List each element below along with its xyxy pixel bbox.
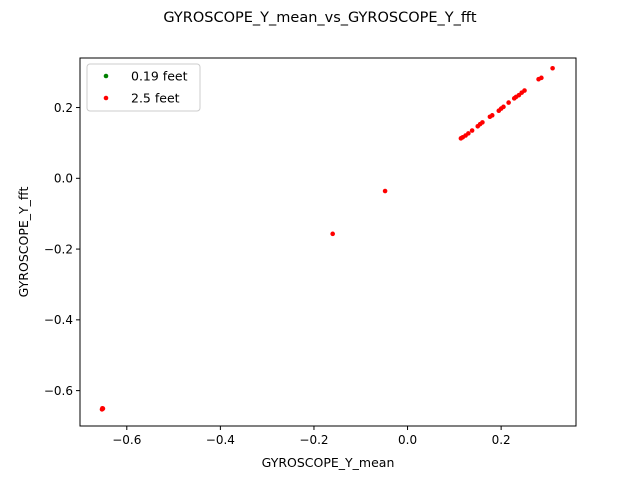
data-point-series-2-27 — [550, 65, 555, 71]
y-tick-label: −0.4 — [44, 313, 73, 327]
x-tick-label: 0.2 — [492, 433, 511, 447]
x-tick-label: 0.0 — [398, 433, 417, 447]
data-point-series-2-9 — [466, 131, 471, 136]
data-point-series-2-10 — [469, 128, 475, 133]
data-point-series-2-3 — [100, 406, 105, 411]
x-tick-label: −0.2 — [299, 433, 328, 447]
legend-marker-series-2 — [103, 95, 109, 101]
y-axis-label: GYROSCOPE_Y_fft — [16, 186, 31, 297]
x-axis-label: GYROSCOPE_Y_mean — [262, 455, 395, 470]
plot-area-frame — [79, 57, 577, 427]
legend-marker-series-1 — [103, 73, 109, 79]
y-tick-label: −0.2 — [44, 242, 73, 256]
legend-label-series-2: 2.5 feet — [131, 91, 180, 106]
data-point-series-2-19 — [506, 100, 511, 105]
data-point-series-2-4 — [330, 231, 335, 237]
x-tick-label: −0.4 — [206, 433, 235, 447]
legend: 0.19 feet 2.5 feet — [86, 63, 201, 112]
y-tick-label: 0.0 — [54, 172, 73, 186]
data-point-series-2-26 — [539, 75, 544, 81]
data-point-series-2-15 — [489, 113, 495, 118]
data-point-series-2-5 — [382, 188, 388, 194]
chart-title: GYROSCOPE_Y_mean_vs_GYROSCOPE_Y_fft — [163, 10, 476, 26]
data-point-series-2-13 — [480, 120, 485, 125]
legend-label-series-1: 0.19 feet — [131, 69, 188, 84]
x-tick-label: −0.6 — [112, 433, 141, 447]
y-axis-ticks: −0.6 −0.4 −0.2 0.0 0.2 — [44, 101, 80, 398]
x-axis-ticks: −0.6 −0.4 −0.2 0.0 0.2 — [112, 426, 511, 447]
y-tick-label: 0.2 — [54, 101, 73, 115]
data-point-series-2-18 — [501, 104, 506, 110]
y-tick-label: −0.6 — [44, 384, 73, 398]
legend-box — [86, 63, 201, 112]
data-points — [99, 65, 555, 412]
data-point-series-2-24 — [522, 88, 527, 93]
